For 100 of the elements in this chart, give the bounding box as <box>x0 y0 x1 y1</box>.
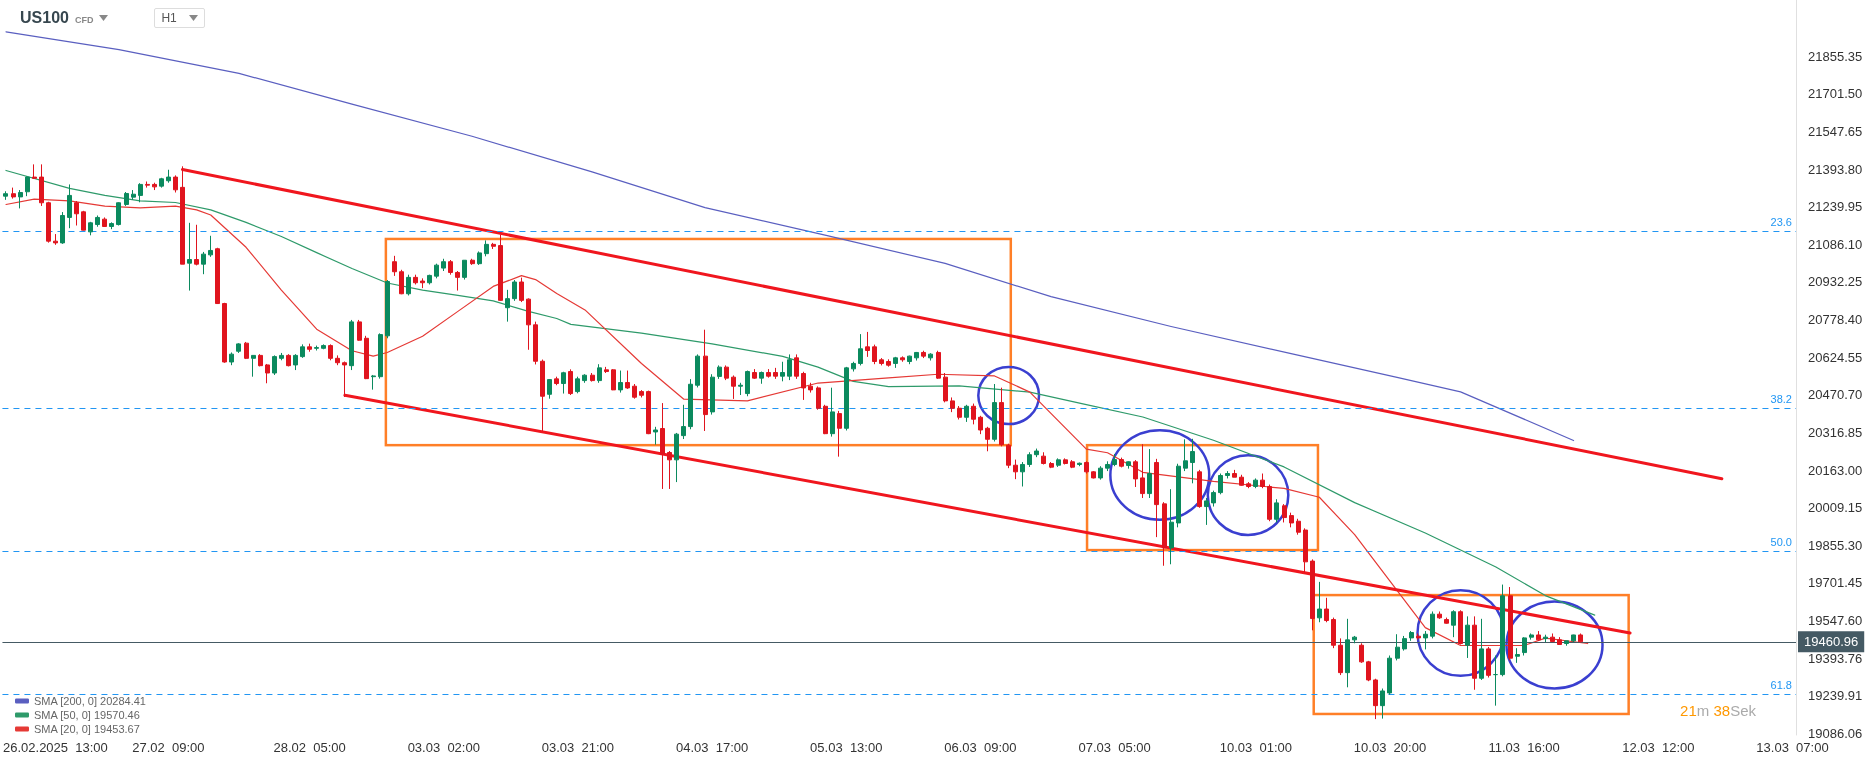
candlestick <box>229 351 234 366</box>
candlestick <box>18 189 23 209</box>
candlestick <box>364 335 369 380</box>
candlestick <box>116 201 121 227</box>
candlestick <box>251 354 256 378</box>
candlestick <box>978 415 983 435</box>
candlestick <box>102 216 107 228</box>
candlestick <box>74 200 79 227</box>
candlestick <box>1493 655 1498 707</box>
candlestick <box>1070 459 1075 469</box>
candlestick <box>568 368 573 396</box>
candlestick <box>780 361 785 382</box>
candlestick <box>1373 678 1378 720</box>
candlestick <box>936 350 941 380</box>
candlestick <box>1274 498 1279 523</box>
x-tick-label: 07.03 05:00 <box>1078 740 1151 755</box>
candlestick <box>448 259 453 276</box>
candlestick <box>272 354 277 376</box>
candlestick <box>1119 457 1124 468</box>
candlestick <box>964 404 969 423</box>
candlestick <box>279 352 284 361</box>
candlestick <box>1359 642 1364 664</box>
candlestick <box>759 371 764 385</box>
candlestick <box>1183 438 1188 472</box>
candlestick <box>293 353 298 371</box>
y-tick-label: 20316.85 <box>1808 424 1863 440</box>
candlestick <box>886 358 891 368</box>
timeframe-dropdown[interactable]: H1 <box>154 8 205 28</box>
y-tick-label: 19855.30 <box>1808 537 1863 553</box>
candlestick <box>865 331 870 358</box>
y-tick-label: 20009.15 <box>1808 500 1863 516</box>
candlestick <box>816 385 821 411</box>
candlestick <box>1345 618 1350 688</box>
candlestick <box>710 373 715 416</box>
x-tick-label: 10.03 01:00 <box>1219 740 1292 755</box>
candlestick <box>547 378 552 400</box>
candlestick <box>1486 646 1491 679</box>
y-tick-label: 19547.60 <box>1808 613 1863 629</box>
candlestick <box>25 176 30 197</box>
candlestick <box>1232 469 1237 478</box>
candlestick <box>914 351 919 362</box>
candlestick <box>526 297 531 351</box>
x-tick-label: 13.03 07:00 <box>1756 740 1829 755</box>
candlestick <box>32 163 37 180</box>
candlestick <box>1522 636 1527 657</box>
candlestick <box>1550 632 1555 643</box>
candlestick <box>1112 453 1117 467</box>
candlestick <box>921 350 926 359</box>
candlestick <box>1049 461 1054 469</box>
candlestick <box>1338 637 1343 676</box>
annotation: 21m 38Sek <box>1680 702 1756 719</box>
candlestick <box>1437 610 1442 620</box>
candlestick <box>1091 470 1096 479</box>
candlestick <box>1352 635 1357 644</box>
candlestick <box>378 332 383 380</box>
candlestick <box>1508 586 1513 661</box>
candlestick <box>745 370 750 397</box>
candlestick <box>1169 488 1174 565</box>
candlestick <box>1296 518 1301 536</box>
candlestick <box>208 235 213 258</box>
candlestick <box>999 387 1004 447</box>
legend-label: SMA [20, 0] 19453.67 <box>34 723 140 735</box>
y-tick-label: 20778.40 <box>1808 312 1863 328</box>
candlestick <box>413 274 418 285</box>
candlestick <box>943 372 948 403</box>
candlestick <box>950 396 955 413</box>
candlestick <box>674 432 679 483</box>
candlestick <box>124 191 129 207</box>
candlestick <box>420 277 425 289</box>
candlestick <box>498 234 503 302</box>
candlestick <box>434 263 439 279</box>
candlestick <box>1006 443 1011 469</box>
x-tick-label: 11.03 16:00 <box>1488 740 1560 755</box>
candlestick <box>660 402 665 490</box>
candlestick <box>109 221 114 230</box>
candlestick <box>731 374 736 400</box>
y-tick-label: 21855.35 <box>1808 48 1863 64</box>
candlestick <box>1536 630 1541 642</box>
candlestick <box>703 329 708 432</box>
candlestick <box>900 355 905 363</box>
candlestick <box>773 367 778 380</box>
candlestick <box>957 405 962 420</box>
candlestick <box>1578 632 1583 644</box>
candlestick <box>823 404 828 435</box>
candlestick <box>787 353 792 381</box>
candlestick <box>611 368 616 391</box>
y-tick-label: 20470.70 <box>1808 387 1863 403</box>
candlestick <box>1465 615 1470 659</box>
candlestick <box>1126 460 1131 470</box>
candlestick <box>1267 484 1272 522</box>
candlestick <box>724 364 729 381</box>
candlestick <box>1380 688 1385 720</box>
candlestick <box>985 426 990 452</box>
candlestick <box>752 368 757 380</box>
candlestick <box>1402 635 1407 652</box>
candlestick <box>928 352 933 362</box>
candlestick <box>371 374 376 391</box>
candlestick <box>801 371 806 401</box>
x-tick-label: 03.03 02:00 <box>407 740 480 755</box>
line-series <box>5 31 1575 442</box>
